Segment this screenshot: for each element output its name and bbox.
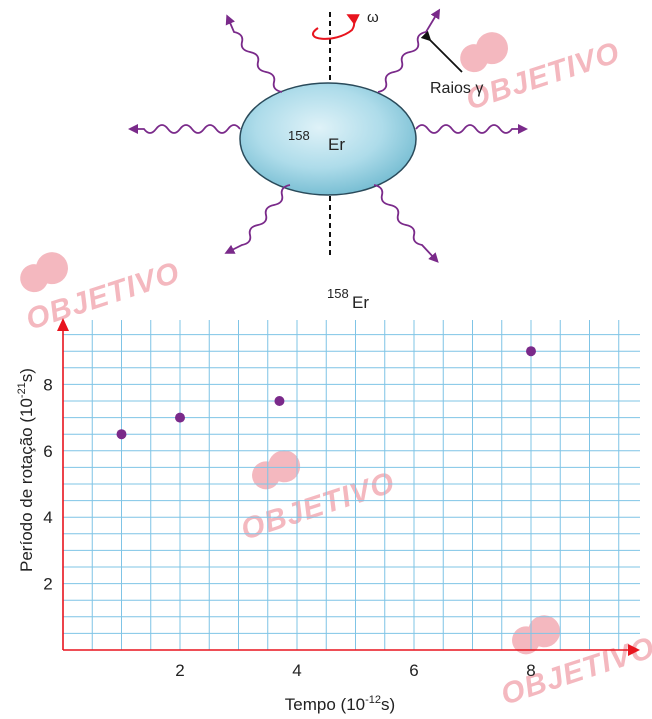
nucleus-diagram: ω 158 Er Raios γ bbox=[128, 8, 528, 263]
nucleus-mass-number: 158 bbox=[288, 128, 310, 143]
chart-title-symbol: Er bbox=[352, 293, 369, 312]
x-axis-arrowhead bbox=[628, 644, 640, 656]
chart-title: 158 Er bbox=[327, 286, 369, 312]
gamma-ray-right bbox=[415, 124, 528, 134]
chart-axes bbox=[57, 318, 640, 656]
omega-label: ω bbox=[367, 9, 379, 26]
x-tick-label: 8 bbox=[526, 661, 535, 680]
y-tick-label: 6 bbox=[43, 442, 52, 461]
gamma-ray-left bbox=[128, 124, 241, 134]
watermark-4: OBJETIVO bbox=[497, 615, 652, 712]
watermark-1: OBJETIVO bbox=[460, 32, 624, 117]
omega-rotation-arrow bbox=[312, 14, 360, 40]
watermark-2: OBJETIVO bbox=[20, 252, 184, 337]
x-tick-label: 2 bbox=[175, 661, 184, 680]
chart-title-mass-number: 158 bbox=[327, 286, 349, 301]
gamma-rays-label: Raios γ bbox=[430, 80, 483, 97]
data-point bbox=[526, 346, 536, 357]
x-axis-label-tail: s) bbox=[381, 695, 395, 714]
nucleus-symbol: Er bbox=[328, 135, 345, 154]
chart-tick-labels: 2 4 6 8 2 4 6 8 bbox=[43, 375, 535, 680]
data-point bbox=[274, 396, 285, 406]
nucleus-ellipse bbox=[239, 82, 417, 196]
gamma-pointer-arrow bbox=[420, 30, 463, 73]
y-tick-label: 2 bbox=[43, 575, 52, 594]
y-axis-label-base: Período de rotação (10 bbox=[17, 398, 36, 572]
x-tick-label: 6 bbox=[409, 661, 418, 680]
gamma-ray-upper-left bbox=[225, 14, 283, 93]
y-axis-label-exponent: -21 bbox=[16, 382, 28, 398]
x-axis-label-base: Tempo (10 bbox=[285, 695, 365, 714]
chart-points bbox=[116, 346, 536, 440]
watermark-3: OBJETIVO bbox=[237, 450, 399, 547]
y-axis-arrowhead bbox=[57, 318, 69, 331]
y-axis-label-tail: s) bbox=[17, 368, 36, 382]
data-point bbox=[175, 412, 185, 423]
y-tick-label: 4 bbox=[43, 508, 52, 527]
data-point bbox=[116, 429, 127, 440]
gamma-ray-upper-right bbox=[377, 8, 441, 93]
gamma-ray-lower-right bbox=[373, 184, 439, 263]
chart-grid bbox=[63, 320, 640, 650]
y-tick-label: 8 bbox=[43, 375, 52, 394]
y-axis-label: Período de rotação (10-21s) bbox=[16, 368, 36, 572]
x-axis-label-exponent: -12 bbox=[365, 694, 381, 706]
gamma-ray-lower-left bbox=[224, 184, 291, 254]
x-axis-label: Tempo (10-12s) bbox=[285, 694, 395, 714]
x-tick-label: 4 bbox=[292, 661, 301, 680]
